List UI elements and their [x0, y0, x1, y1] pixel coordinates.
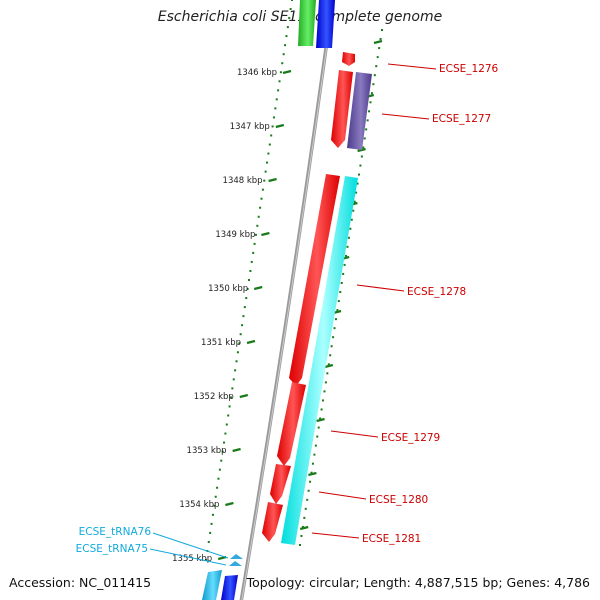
outer-tick: [357, 147, 366, 153]
kbp-tick: [261, 231, 270, 237]
gene-ecse-1277-purple: [347, 72, 372, 150]
kbp-tick: [225, 501, 234, 507]
gene-features: [202, 0, 372, 600]
kbp-tick: [253, 285, 263, 291]
trna-75-marker: [230, 554, 243, 559]
outer-tick: [299, 525, 309, 531]
gene-blue-top: [316, 0, 335, 48]
kbp-tick: [239, 393, 249, 399]
kbp-tick-label: 1347 kbp: [230, 122, 270, 132]
leader-line: [311, 532, 360, 539]
outer-tick: [373, 39, 383, 45]
gene-label-ecse-1281: ECSE_1281: [362, 533, 421, 545]
kbp-tick: [246, 339, 256, 345]
gene-label-ecse-trna76: ECSE_tRNA76: [79, 526, 152, 538]
leader-line: [152, 532, 229, 559]
kbp-tick-label: 1355 kbp: [172, 554, 212, 564]
kbp-tick-label: 1349 kbp: [215, 230, 255, 240]
gene-ecse-1278-cyan: [281, 176, 358, 545]
outer-tick: [324, 363, 334, 369]
kbp-tick-label: 1346 kbp: [237, 68, 277, 78]
leader-line: [387, 63, 437, 70]
gene-label-ecse-trna75: ECSE_tRNA75: [76, 543, 148, 555]
outer-dotted-track: [299, 29, 383, 546]
kbp-tick-label: 1350 kbp: [208, 284, 248, 294]
leader-line: [356, 284, 405, 292]
gene-label-ecse-1276: ECSE_1276: [439, 63, 499, 75]
outer-tick: [316, 417, 325, 423]
gene-label-ecse-1278: ECSE_1278: [407, 286, 466, 298]
gene-ecse-1276: [342, 52, 355, 66]
gene-ecse-1280: [270, 464, 291, 504]
leader-line: [318, 491, 367, 500]
inner-dotted-track: [205, 0, 293, 561]
gene-ecse-1277-red: [331, 70, 353, 148]
accession-label: Accession: NC_011415: [9, 575, 152, 590]
leader-line: [381, 113, 430, 120]
kbp-tick-label: 1354 kbp: [179, 500, 219, 510]
kbp-tick-label: 1351 kbp: [201, 338, 241, 348]
leader-line: [149, 548, 227, 566]
gene-sky-bottom: [202, 570, 222, 600]
ruler-ticks: 1346 kbp 1347 kbp 1348 kbp 1349 kbp 1350 kbp…: [172, 0, 383, 564]
gene-green-top: [298, 0, 316, 46]
gene-ecse-1281: [262, 502, 283, 542]
gene-label-ecse-1279: ECSE_1279: [381, 432, 440, 444]
backbone: [239, 0, 335, 600]
kbp-tick: [268, 177, 277, 183]
kbp-tick-label: 1352 kbp: [194, 392, 234, 402]
kbp-tick-label: 1348 kbp: [223, 176, 263, 186]
leader-line: [330, 430, 379, 438]
backbone-line: [239, 0, 335, 600]
kbp-tick: [282, 69, 292, 75]
gene-label-ecse-1277: ECSE_1277: [432, 113, 491, 125]
topology-label: Topology: circular; Length: 4,887,515 bp…: [246, 575, 590, 590]
gene-blue-bottom: [221, 575, 238, 600]
trna-76-marker: [229, 561, 242, 566]
gene-label-ecse-1280: ECSE_1280: [369, 494, 428, 506]
kbp-tick: [232, 447, 241, 453]
gene-ecse-1278: [289, 174, 340, 386]
backbone-highlight: [241, 0, 334, 600]
gene-labels: ECSE_1276 ECSE_1277 ECSE_1278 ECSE_1279 ECSE…: [76, 63, 499, 566]
kbp-tick: [275, 123, 285, 129]
outer-tick: [308, 471, 317, 477]
gene-ecse-1279: [277, 382, 306, 466]
kbp-tick-label: 1353 kbp: [187, 446, 227, 456]
